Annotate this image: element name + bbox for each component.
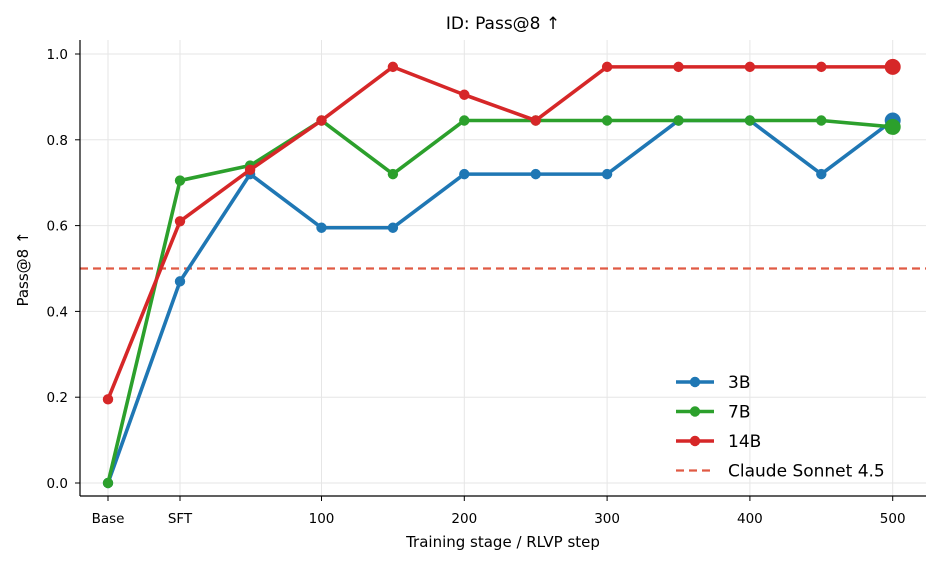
data-point-7B [102, 477, 114, 489]
x-tick-label: Base [92, 511, 125, 527]
x-tick-label: 300 [594, 511, 620, 527]
data-point-7B [744, 115, 756, 126]
data-point-7B [816, 115, 827, 126]
data-point-14B [530, 115, 541, 126]
legend-marker-14B [689, 435, 701, 447]
data-point-7B [601, 115, 613, 126]
chart-title: ID: Pass@8 ↑ [446, 14, 560, 34]
data-point-7B [387, 168, 399, 180]
y-tick-label: 1.0 [47, 47, 68, 63]
data-point-3B [387, 222, 399, 233]
legend-label-7B: 7B [728, 403, 750, 423]
legend-label-reference: Claude Sonnet 4.5 [728, 462, 885, 482]
y-tick-label: 0.0 [47, 476, 68, 492]
data-point-3B [459, 168, 470, 180]
x-tick-label: SFT [168, 511, 193, 527]
data-point-14B [601, 61, 613, 73]
data-point-14B [387, 61, 399, 73]
data-point-3B [601, 168, 613, 180]
data-point-14B [673, 61, 684, 73]
y-tick-label: 0.2 [47, 390, 68, 406]
data-point-14B [174, 216, 186, 227]
legend-marker-3B [689, 376, 701, 388]
data-point-14B [244, 164, 256, 176]
data-point-7B [459, 115, 470, 126]
data-point-7B [673, 115, 684, 126]
x-axis-label: Training stage / RLVP step [405, 533, 600, 551]
series-line-3B [106, 118, 895, 485]
data-point-7B [884, 118, 901, 135]
data-point-14B [744, 61, 756, 73]
data-point-14B [316, 115, 327, 126]
data-point-3B [530, 168, 541, 180]
x-tick-label: 400 [737, 511, 763, 527]
y-axis-label: Pass@8 ↑ [14, 231, 32, 306]
data-point-14B [816, 61, 827, 73]
data-point-14B [102, 394, 114, 405]
series-line-7B [106, 118, 895, 485]
legend: 3B 7B 14B Claude Sonnet 4.5 [676, 373, 885, 482]
series-lines [102, 58, 901, 489]
data-point-14B [884, 58, 901, 75]
x-tick-label: 100 [309, 511, 335, 527]
x-tick-label: 500 [880, 511, 906, 527]
x-tick-label: 200 [451, 511, 477, 527]
data-point-3B [816, 168, 827, 180]
legend-label-14B: 14B [728, 432, 761, 452]
legend-label-3B: 3B [728, 373, 750, 393]
axes [75, 40, 926, 501]
data-point-7B [174, 175, 186, 186]
legend-marker-7B [689, 406, 701, 417]
y-tick-label: 0.6 [47, 219, 68, 235]
data-point-14B [459, 89, 470, 100]
tick-labels: Base SFT 100 200 300 400 500 0.0 0.2 0.4 0.6 0.8 1.0 [47, 47, 906, 527]
series-line-14B [106, 65, 895, 402]
y-tick-label: 0.8 [47, 133, 68, 149]
y-tick-label: 0.4 [47, 304, 68, 320]
data-point-3B [316, 222, 327, 233]
data-point-3B [174, 276, 186, 287]
